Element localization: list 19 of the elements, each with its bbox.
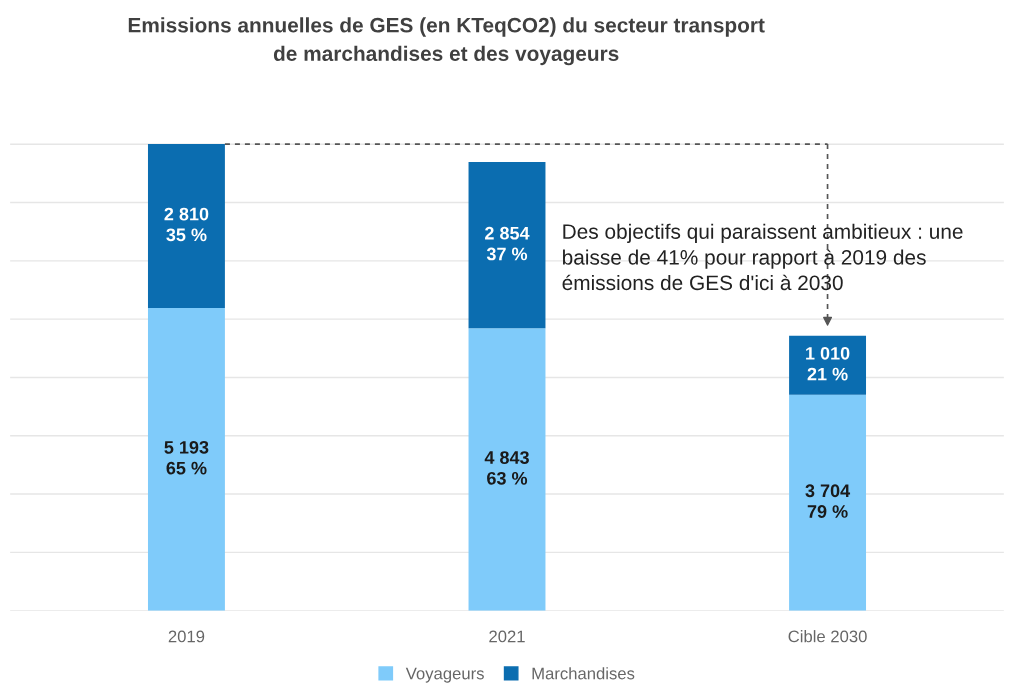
x-tick-label: 2021 (489, 630, 525, 643)
legend-label: Marchandises (532, 667, 635, 680)
data-label: 5 193 65 % (164, 440, 209, 475)
data-label: 2 854 37 % (485, 226, 530, 261)
data-label: 1 010 21 % (806, 346, 850, 381)
x-tick-label: 2019 (168, 630, 205, 643)
legend-label: Voyageurs (405, 667, 484, 683)
bar (789, 335, 867, 395)
chart-title: Emissions annuelles de GES (en KTeqCO2) du secteur transport de marchandises et des voyageurs (128, 17, 765, 66)
x-tick-label: Cible 2030 (788, 630, 867, 643)
bar (147, 307, 225, 611)
annotation: Des objectifs qui paraissent ambitieux : une baisse de 41% pour rapport à 2019 des émissions de GES d'ici à 2030 (562, 223, 963, 291)
bar (789, 394, 867, 611)
bar (468, 328, 546, 611)
data-label: 2 810 35 % (164, 207, 209, 242)
bar (147, 144, 225, 308)
data-label: 4 843 63 % (484, 451, 529, 485)
bar (468, 161, 546, 329)
data-label: 3 704 79 % (805, 484, 851, 518)
